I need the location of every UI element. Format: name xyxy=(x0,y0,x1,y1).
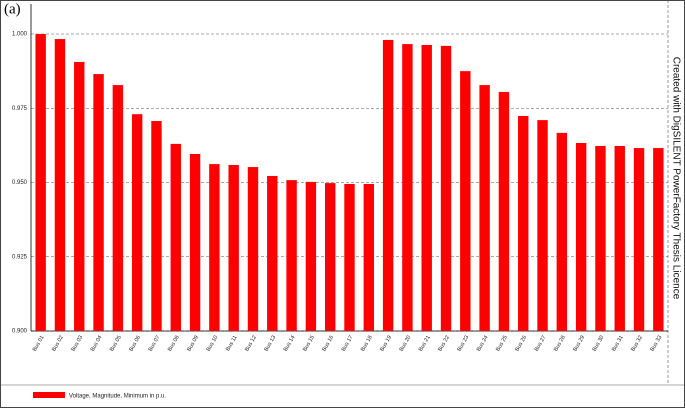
bar xyxy=(35,34,46,331)
x-tick-label: Bus 21 xyxy=(418,335,432,353)
bar xyxy=(382,39,394,331)
x-tick-label: Bus 23 xyxy=(457,335,471,353)
bar xyxy=(305,181,317,331)
x-tick-label: Bus 06 xyxy=(128,335,142,353)
x-tick-label: Bus 32 xyxy=(630,335,644,353)
x-tick-label: Bus 07 xyxy=(148,335,162,353)
y-tick-label: 1.000 xyxy=(12,32,28,38)
bar xyxy=(324,183,336,331)
bar xyxy=(344,183,355,331)
bar xyxy=(112,85,124,331)
bar xyxy=(421,44,432,331)
bar xyxy=(402,44,413,332)
x-tick-label: Bus 19 xyxy=(379,335,393,353)
x-tick-label: Bus 20 xyxy=(399,335,413,353)
x-tick-label: Bus 30 xyxy=(592,335,606,353)
x-tick-label: Bus 14 xyxy=(283,335,297,353)
x-tick-label: Bus 04 xyxy=(90,335,104,353)
x-tick-label: Bus 17 xyxy=(341,335,355,353)
bar xyxy=(498,91,510,331)
bar xyxy=(228,164,239,331)
x-tick-label: Bus 22 xyxy=(437,335,451,353)
x-tick-label: Bus 28 xyxy=(553,335,567,353)
x-tick-label: Bus 02 xyxy=(51,335,65,353)
legend-label: Voltage, Magnitude, Minimum in p.u. xyxy=(69,394,166,400)
bar xyxy=(479,85,490,331)
x-tick-label: Bus 16 xyxy=(321,335,335,353)
y-tick-label: 0.900 xyxy=(12,329,28,335)
x-tick-label: Bus 08 xyxy=(167,335,181,353)
y-tick-label: 0.925 xyxy=(12,254,28,260)
bar xyxy=(286,180,297,331)
x-tick-label: Bus 26 xyxy=(514,335,528,353)
y-tick-label: 0.975 xyxy=(12,106,28,112)
x-tick-label: Bus 01 xyxy=(32,335,46,353)
bar xyxy=(131,114,143,331)
bar xyxy=(54,39,66,331)
x-tick-label: Bus 18 xyxy=(360,335,374,353)
x-tick-label: Bus 05 xyxy=(109,335,123,353)
bar xyxy=(247,167,259,331)
chart-title: (a) xyxy=(4,1,21,17)
x-tick-label: Bus 25 xyxy=(495,335,509,353)
bar xyxy=(440,45,452,331)
bar xyxy=(93,74,104,331)
bar xyxy=(151,121,162,332)
x-tick-label: Bus 13 xyxy=(264,335,278,353)
bar xyxy=(267,175,278,331)
x-tick-label: Bus 29 xyxy=(572,335,586,353)
licence-note: Created with DigSILENT PowerFactory Thes… xyxy=(670,57,681,300)
bar xyxy=(614,145,625,331)
x-tick-label: Bus 15 xyxy=(302,335,316,353)
x-tick-label: Bus 09 xyxy=(186,335,200,353)
x-tick-label: Bus 12 xyxy=(244,335,258,353)
bar xyxy=(460,71,471,331)
bar xyxy=(74,61,85,331)
x-tick-label: Bus 24 xyxy=(476,335,490,353)
x-tick-label: Bus 03 xyxy=(70,335,84,353)
bar xyxy=(575,142,587,331)
x-tick-label: Bus 11 xyxy=(225,335,239,352)
bar xyxy=(653,148,664,331)
bar xyxy=(537,120,548,331)
x-tick-label: Bus 33 xyxy=(650,335,664,353)
bar xyxy=(633,148,645,331)
bar xyxy=(170,143,181,331)
legend-swatch xyxy=(33,392,65,398)
x-tick-label: Bus 27 xyxy=(534,335,548,353)
y-tick-label: 0.950 xyxy=(12,180,28,186)
bar xyxy=(556,132,568,331)
bar xyxy=(209,164,220,331)
bar xyxy=(595,145,606,331)
x-tick-label: Bus 31 xyxy=(611,335,625,353)
bar xyxy=(189,153,201,331)
x-tick-label: Bus 10 xyxy=(206,335,220,353)
bar xyxy=(518,115,529,331)
bar xyxy=(363,183,375,331)
